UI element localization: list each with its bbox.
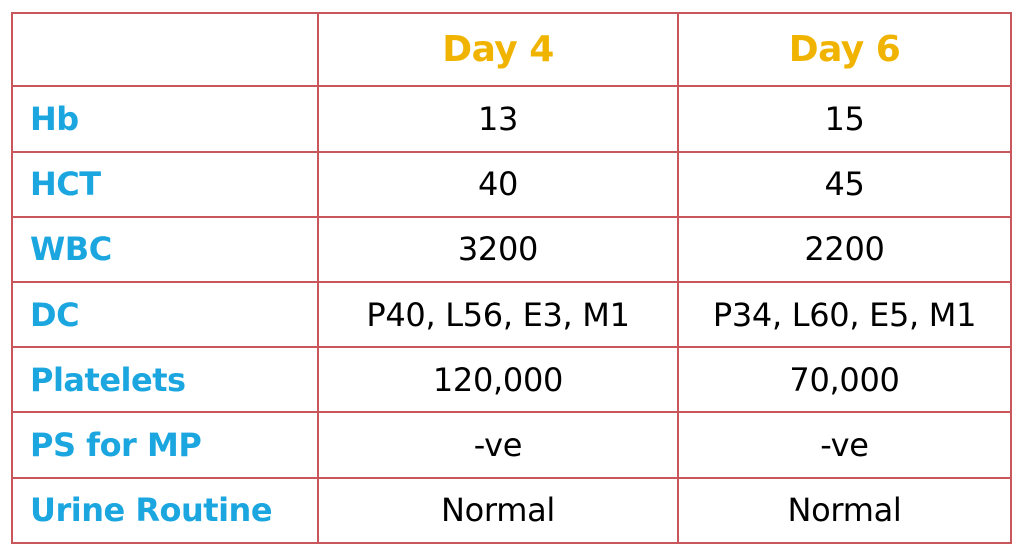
row-label-hct: HCT [11,150,319,218]
table-row: Platelets 120,000 70,000 [11,346,1012,414]
cell-hct-day-6: 45 [677,150,1012,218]
cell-ps-for-mp-day-4: -ve [317,411,679,479]
cell-dc-day-6: P34, L60, E5, M1 [677,280,1012,349]
cell-urine-routine-day-4: Normal [317,476,679,545]
table-row: Hb 13 15 [11,85,1012,153]
column-header-day-6: Day 6 [677,11,1012,88]
corner-cell [11,11,319,88]
table-row: DC P40, L56, E3, M1 P34, L60, E5, M1 [11,280,1012,349]
table-row: HCT 40 45 [11,150,1012,218]
cell-hb-day-4: 13 [317,85,679,153]
cell-dc-day-4: P40, L56, E3, M1 [317,280,679,349]
row-label-urine-routine: Urine Routine [11,476,319,545]
row-label-ps-for-mp: PS for MP [11,411,319,479]
table-row: PS for MP -ve -ve [11,411,1012,479]
column-header-day-4: Day 4 [317,11,679,88]
cell-wbc-day-6: 2200 [677,215,1012,283]
lab-results-table: Day 4 Day 6 Hb 13 15 HCT 40 45 WBC 3200 … [11,11,1012,545]
cell-urine-routine-day-6: Normal [677,476,1012,545]
cell-ps-for-mp-day-6: -ve [677,411,1012,479]
row-label-platelets: Platelets [11,346,319,414]
table-row: WBC 3200 2200 [11,215,1012,283]
row-label-hb: Hb [11,85,319,153]
table-row: Urine Routine Normal Normal [11,476,1012,545]
cell-platelets-day-6: 70,000 [677,346,1012,414]
lab-results-table-container: Day 4 Day 6 Hb 13 15 HCT 40 45 WBC 3200 … [11,11,1012,545]
cell-platelets-day-4: 120,000 [317,346,679,414]
cell-hct-day-4: 40 [317,150,679,218]
cell-hb-day-6: 15 [677,85,1012,153]
row-label-wbc: WBC [11,215,319,283]
header-row: Day 4 Day 6 [11,11,1012,88]
row-label-dc: DC [11,280,319,349]
cell-wbc-day-4: 3200 [317,215,679,283]
